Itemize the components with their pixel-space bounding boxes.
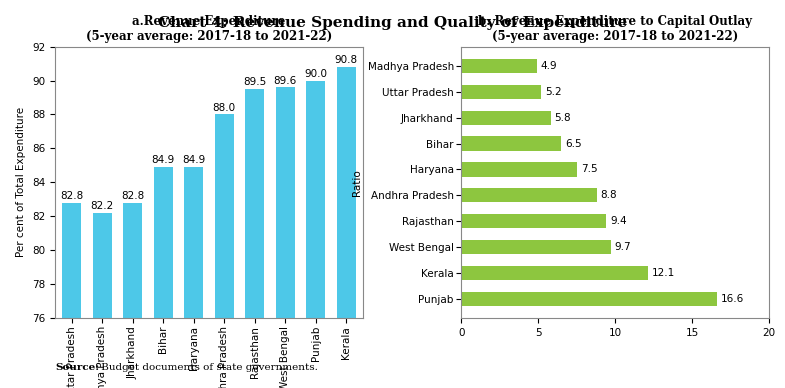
Text: 82.8: 82.8 [121,191,144,201]
Text: 12.1: 12.1 [652,268,675,278]
Text: Chart 4: Revenue Spending and Quality of Expenditure: Chart 4: Revenue Spending and Quality of… [158,16,627,29]
Text: 90.8: 90.8 [334,55,358,65]
Text: Source:: Source: [55,364,99,372]
Text: 89.6: 89.6 [273,76,297,86]
Bar [462,137,561,151]
Text: 5.2: 5.2 [546,87,562,97]
Text: 82.8: 82.8 [60,191,83,201]
Text: 5.8: 5.8 [554,113,571,123]
Bar [276,87,294,388]
Bar [462,162,577,177]
Text: 8.8: 8.8 [601,190,617,200]
Bar [462,266,648,280]
Bar [462,111,551,125]
Bar [306,81,325,388]
Bar [245,89,264,388]
Bar [184,167,203,388]
Text: 16.6: 16.6 [721,294,744,304]
Bar [462,214,606,228]
Text: Budget documents of state governments.: Budget documents of state governments. [98,364,318,372]
Bar [462,292,717,306]
Text: 9.4: 9.4 [610,216,626,226]
Bar [337,67,356,388]
Bar [462,85,542,99]
Text: 6.5: 6.5 [565,139,582,149]
Y-axis label: Per cent of Total Expenditure: Per cent of Total Expenditure [16,107,27,257]
Text: 89.5: 89.5 [243,77,266,87]
Bar [214,114,234,388]
Text: 84.9: 84.9 [152,155,175,165]
Bar [123,203,142,388]
Bar [462,188,597,203]
Bar [93,213,111,388]
Text: 88.0: 88.0 [213,103,236,113]
Y-axis label: Ratio: Ratio [352,169,362,196]
Bar [62,203,81,388]
Bar [462,240,611,254]
Text: 82.2: 82.2 [90,201,114,211]
Text: 9.7: 9.7 [615,242,631,252]
Text: 90.0: 90.0 [304,69,327,79]
Text: 7.5: 7.5 [581,165,597,175]
Title: b. Revenue Expenditure to Capital Outlay
(5-year average: 2017-18 to 2021-22): b. Revenue Expenditure to Capital Outlay… [478,15,752,43]
Bar [462,59,537,73]
Bar [154,167,173,388]
Title: a.Revenue Expenditure
(5-year average: 2017-18 to 2021-22): a.Revenue Expenditure (5-year average: 2… [86,15,332,43]
Text: 84.9: 84.9 [182,155,206,165]
Text: 4.9: 4.9 [541,61,557,71]
